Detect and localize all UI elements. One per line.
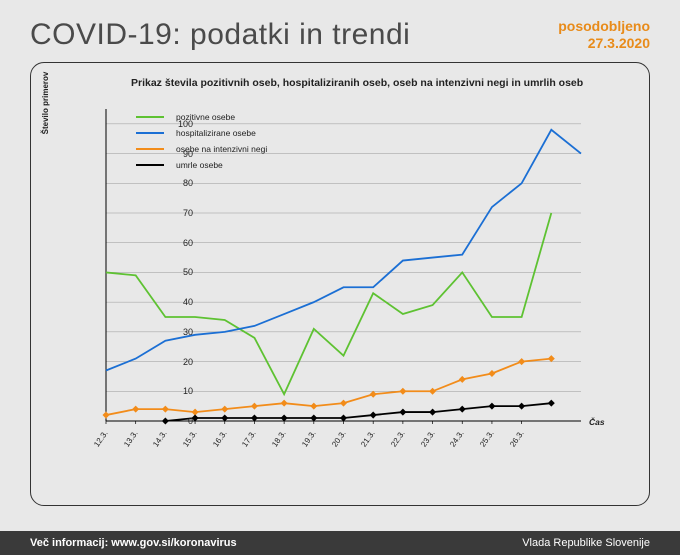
chart-panel: Prikaz števila pozitivnih oseb, hospital… — [30, 62, 650, 506]
legend-item: hospitalizirane osebe — [136, 125, 267, 141]
y-tick-label: 50 — [163, 267, 193, 277]
legend-swatch — [136, 164, 164, 166]
y-tick-label: 90 — [163, 149, 193, 159]
updated-label: posodobljeno — [558, 18, 650, 35]
legend-item: umrle osebe — [136, 157, 267, 173]
updated-block: posodobljeno 27.3.2020 — [558, 18, 650, 52]
legend-item: pozitivne osebe — [136, 109, 267, 125]
y-tick-label: 10 — [163, 386, 193, 396]
y-tick-label: 20 — [163, 357, 193, 367]
footer: Več informacij: www.gov.si/koronavirus V… — [0, 531, 680, 555]
footer-info: Več informacij: www.gov.si/koronavirus — [30, 537, 237, 549]
y-tick-label: 80 — [163, 178, 193, 188]
y-tick-label: 60 — [163, 238, 193, 248]
x-axis-label: Čas — [589, 417, 605, 427]
legend: pozitivne osebe hospitalizirane osebe oseb… — [136, 109, 267, 173]
footer-source: Vlada Republike Slovenije — [522, 537, 650, 549]
y-tick-label: 30 — [163, 327, 193, 337]
header: COVID-19: podatki in trendi posodobljeno… — [0, 0, 680, 62]
updated-date: 27.3.2020 — [558, 35, 650, 52]
page-title: COVID-19: podatki in trendi — [30, 18, 410, 52]
legend-item: osebe na intenzivni negi — [136, 141, 267, 157]
chart-title: Prikaz števila pozitivnih oseb, hospital… — [131, 77, 583, 89]
y-tick-label: 40 — [163, 297, 193, 307]
y-tick-label: 100 — [163, 119, 193, 129]
legend-label: hospitalizirane osebe — [176, 128, 256, 138]
legend-swatch — [136, 148, 164, 150]
legend-label: umrle osebe — [176, 160, 223, 170]
legend-swatch — [136, 132, 164, 134]
legend-swatch — [136, 116, 164, 118]
y-tick-label: 0 — [163, 416, 193, 426]
y-tick-label: 70 — [163, 208, 193, 218]
